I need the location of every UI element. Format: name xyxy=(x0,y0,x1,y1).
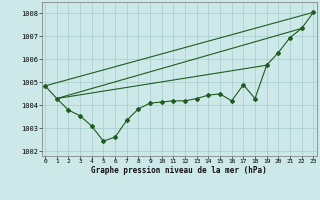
X-axis label: Graphe pression niveau de la mer (hPa): Graphe pression niveau de la mer (hPa) xyxy=(91,166,267,175)
